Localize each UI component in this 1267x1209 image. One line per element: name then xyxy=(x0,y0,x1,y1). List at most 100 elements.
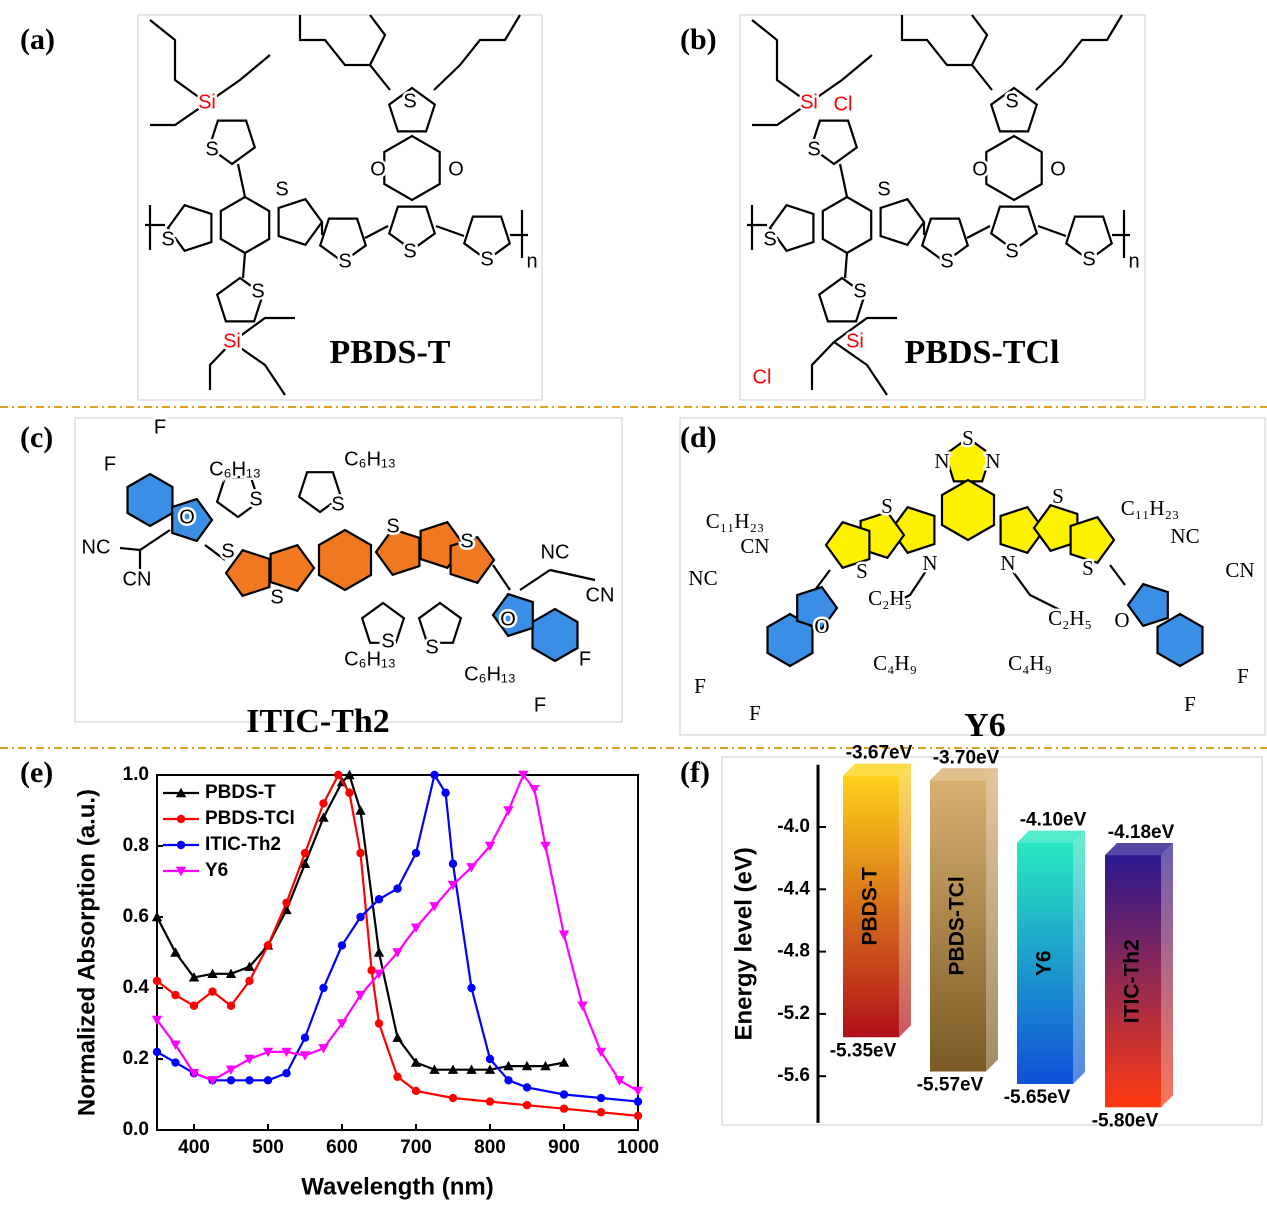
bond xyxy=(298,15,391,91)
bar-top xyxy=(1105,843,1173,856)
atom-label: N xyxy=(922,551,937,575)
point xyxy=(596,1108,606,1117)
panel-label: (e) xyxy=(20,756,53,789)
value-label: -3.70eV xyxy=(933,747,1000,768)
ring xyxy=(940,478,996,542)
atom-label: S xyxy=(763,228,776,250)
value-label: -5.80eV xyxy=(1092,1110,1159,1131)
atom-label: C₆H₁₃ xyxy=(344,448,396,470)
atom-label: CN xyxy=(123,568,152,590)
bond xyxy=(119,529,171,552)
ring xyxy=(360,601,406,644)
point xyxy=(466,863,477,873)
atom-label: S xyxy=(221,540,234,562)
panel-label: (f) xyxy=(680,756,710,789)
molecule-name: Y6 xyxy=(964,707,1006,744)
atom-label: Si xyxy=(198,91,216,113)
atom-label: Cl xyxy=(834,93,853,115)
atom-label: S xyxy=(331,493,344,515)
atom-label: n xyxy=(1128,250,1139,272)
y-tick-label: -4.0 xyxy=(777,816,810,837)
ring xyxy=(297,471,343,514)
ring xyxy=(824,520,871,570)
point xyxy=(171,1058,180,1067)
bond xyxy=(814,569,831,591)
atom-label: S xyxy=(962,426,974,450)
bar-top xyxy=(1017,830,1085,843)
bond xyxy=(833,316,897,343)
point xyxy=(355,990,366,1001)
atom-label: S xyxy=(856,559,868,583)
point xyxy=(336,1019,348,1029)
atom-label: NC xyxy=(1170,524,1199,548)
bar-category: ITIC-Th2 xyxy=(1121,939,1144,1023)
point xyxy=(300,1033,310,1042)
point xyxy=(558,1057,570,1067)
ring xyxy=(796,585,839,631)
bond xyxy=(149,19,208,104)
point xyxy=(503,1060,514,1071)
point xyxy=(281,1047,292,1058)
x-axis-label: Wavelength (nm) xyxy=(301,1173,493,1200)
bond xyxy=(1007,564,1061,611)
atom-label: F xyxy=(154,416,166,438)
panel-label: (a) xyxy=(20,23,55,56)
point xyxy=(337,941,347,950)
point xyxy=(263,941,273,950)
atom-label: Si xyxy=(223,330,241,352)
legend-marker xyxy=(176,814,186,824)
bar-top xyxy=(843,763,911,776)
x-tick-label: 1000 xyxy=(617,1137,659,1158)
atom-label: F xyxy=(749,701,761,725)
atom-label: CN xyxy=(740,534,769,558)
point xyxy=(484,841,496,852)
ring xyxy=(768,203,815,253)
point xyxy=(430,770,439,780)
atom-label: N xyxy=(934,449,949,473)
value-label: -5.57eV xyxy=(917,1075,984,1096)
atom-label: C₁₁H₂₃ xyxy=(706,509,764,533)
y-tick-label: -4.8 xyxy=(777,941,810,962)
atom-label: NC xyxy=(82,536,111,558)
point xyxy=(392,1032,403,1042)
atom-label: S xyxy=(460,530,473,552)
point xyxy=(558,930,570,940)
ring xyxy=(317,528,373,592)
atom-label: n xyxy=(526,250,537,272)
bond xyxy=(206,54,271,104)
bond xyxy=(241,252,247,279)
point xyxy=(447,880,459,891)
value-label: -3.67eV xyxy=(846,743,913,764)
bond xyxy=(838,163,849,198)
point xyxy=(374,1019,384,1028)
atom-label: NC xyxy=(541,541,570,563)
point xyxy=(633,1111,643,1121)
point xyxy=(633,1097,643,1106)
ring xyxy=(821,195,873,255)
point xyxy=(299,1051,311,1061)
value-label: -4.10eV xyxy=(1020,810,1087,831)
molecule-name: PBDS-TCl xyxy=(905,334,1060,371)
point xyxy=(540,841,551,852)
bond xyxy=(900,15,993,91)
point xyxy=(299,858,311,868)
bond xyxy=(971,14,989,66)
ring xyxy=(215,476,261,519)
bar-side xyxy=(1161,843,1173,1108)
atom-label: Si xyxy=(846,330,864,352)
ring xyxy=(171,497,214,543)
atom-label: S xyxy=(338,250,351,272)
point xyxy=(393,1072,402,1081)
point xyxy=(429,902,440,912)
point xyxy=(448,859,458,868)
point xyxy=(225,1065,237,1075)
point xyxy=(152,976,162,986)
point xyxy=(373,969,385,979)
bond xyxy=(843,252,849,279)
point xyxy=(374,895,384,904)
panel-label: (c) xyxy=(20,421,53,454)
point xyxy=(410,1057,422,1067)
atom-label: N xyxy=(1000,551,1015,575)
point xyxy=(188,1069,200,1079)
